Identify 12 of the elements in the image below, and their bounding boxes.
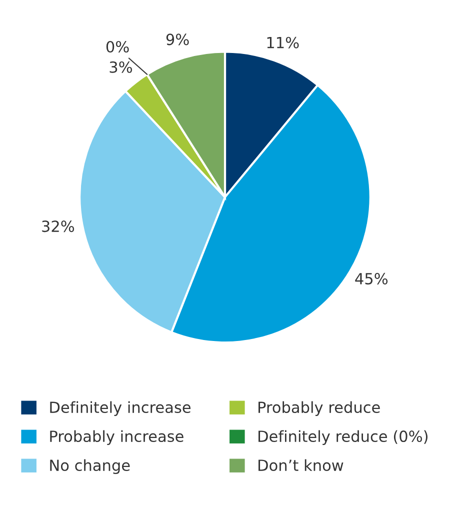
legend-label: Definitely increase [50, 401, 191, 416]
data-label: 45% [355, 272, 388, 284]
legend-label: Definitely reduce (0%) [258, 430, 428, 446]
text: 0% [106, 40, 129, 53]
data-label: 32% [42, 220, 74, 232]
legend-label: Don’t know [258, 459, 344, 472]
legend-label: Probably increase [50, 430, 184, 446]
data-label: 11% [267, 36, 299, 48]
data-label: 3% [110, 61, 132, 73]
legend-label: Probably reduce [258, 401, 380, 416]
legend-label: No change [50, 459, 130, 474]
data-label: 9% [166, 34, 189, 46]
